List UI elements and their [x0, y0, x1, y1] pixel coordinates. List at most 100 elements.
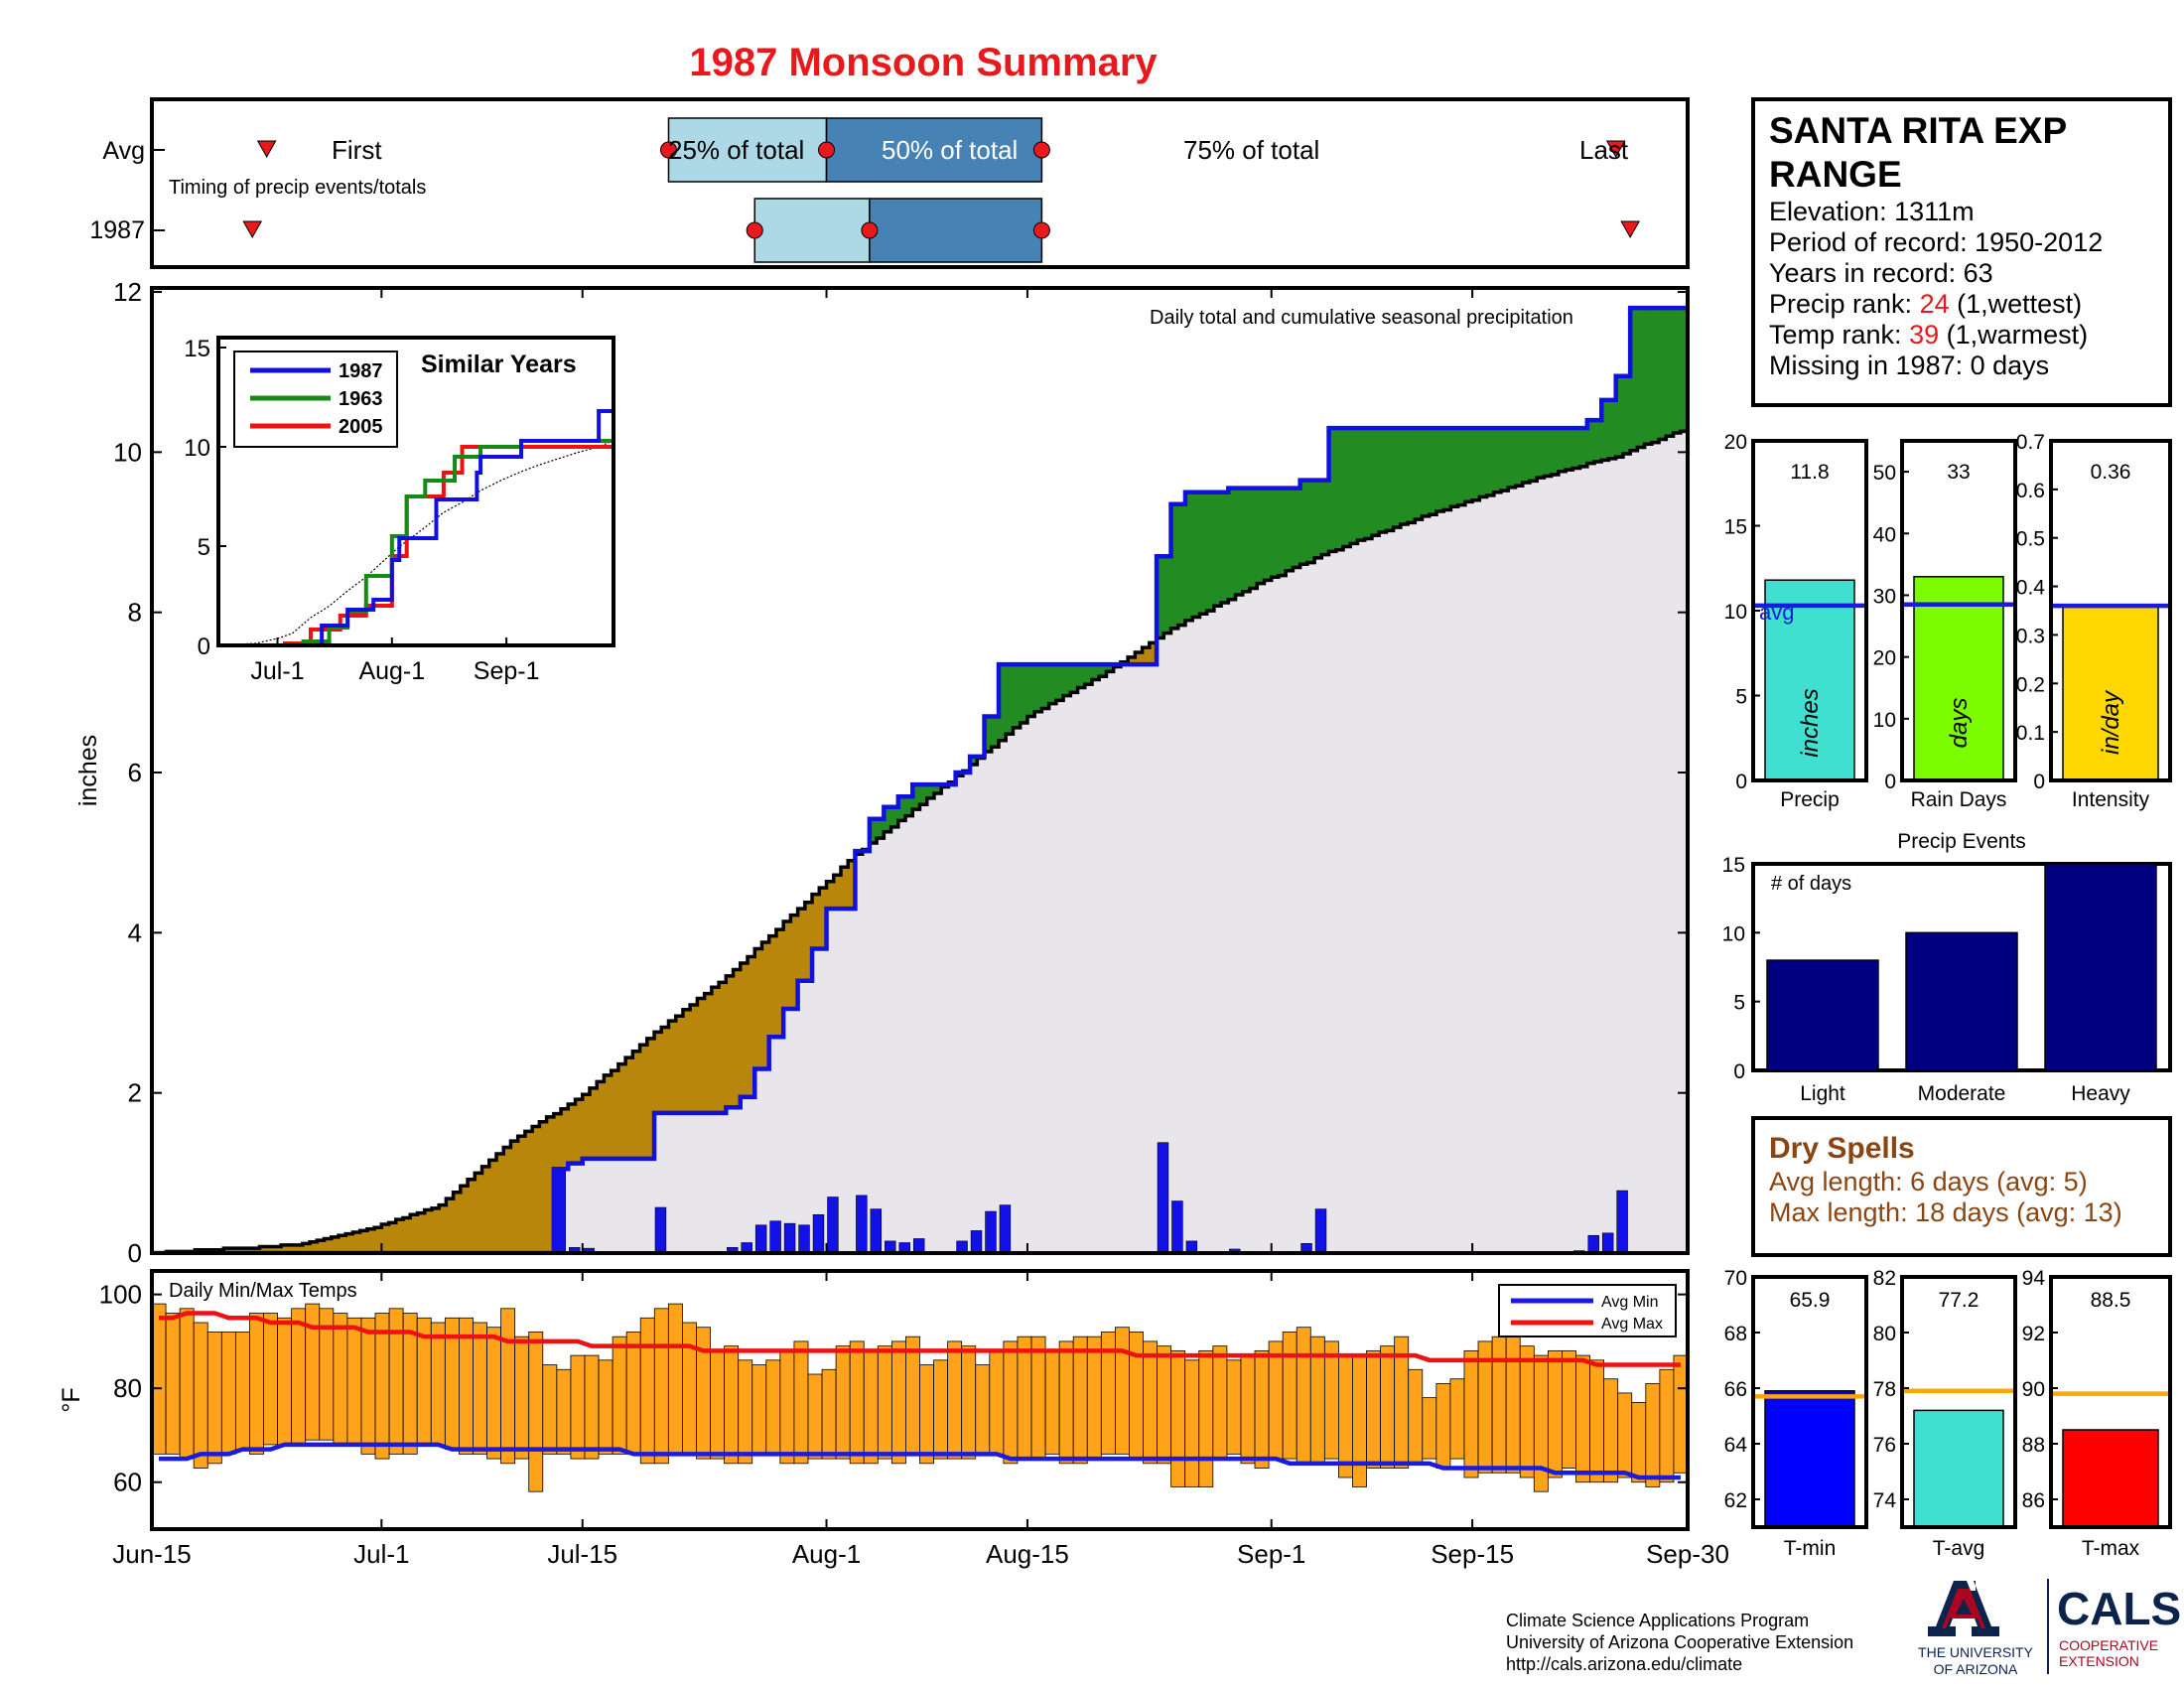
surplus-fill — [1055, 664, 1064, 701]
surplus-fill — [1020, 664, 1028, 724]
deficit-fill — [840, 867, 849, 910]
deficit-fill — [295, 1244, 304, 1253]
daily-temp-bar — [877, 1345, 892, 1460]
deficit-fill — [310, 1241, 318, 1253]
temp-summary-label: T-max — [2082, 1537, 2140, 1560]
temp-summary-ytick-label: 86 — [2022, 1489, 2045, 1512]
daily-precip-bar — [1171, 1200, 1183, 1253]
deficit-fill — [561, 1108, 569, 1170]
main-y-axis: 0 2 4 6 8 10 12 — [113, 277, 1688, 1268]
deficit-fill — [546, 1116, 555, 1253]
precip-events-plot: Light Moderate Heavy 0 5 10 15 — [1722, 854, 2157, 1105]
surplus-fill — [897, 796, 906, 821]
main-ytick-label: 10 — [113, 437, 142, 467]
surplus-fill — [1435, 428, 1444, 512]
date-tick-label: Aug-1 — [792, 1539, 861, 1569]
deficit-fill — [273, 1246, 282, 1253]
inset-legend-2005: 2005 — [339, 416, 383, 438]
precip-events-title: Precip Events — [1897, 830, 2026, 853]
daily-temp-bar — [430, 1322, 446, 1446]
date-tick-label: Jun-15 — [112, 1539, 192, 1569]
temp-summary-ytick-label: 68 — [1724, 1323, 1747, 1345]
temp-chart: 60 80 100 Daily Min/Max Temps °F Avg Min A… — [58, 1269, 1690, 1531]
temp-legend-box — [1498, 1284, 1677, 1337]
main-ytick-label: 0 — [128, 1238, 142, 1268]
event-category-label: Light — [1800, 1082, 1845, 1105]
block-a-logo-inner — [1942, 1589, 1985, 1628]
summary-ytick-label: 10 — [1724, 601, 1747, 624]
surplus-fill — [1429, 428, 1437, 515]
deficit-fill — [223, 1248, 232, 1253]
surplus-fill — [970, 756, 978, 765]
main-precip-chart: 0 2 4 6 8 10 12 Daily total and cumulative sea… — [74, 277, 1690, 1268]
temp-summary-bar-tmax — [2062, 1429, 2159, 1528]
station-missing: Missing in 1987: 0 days — [1769, 351, 2049, 380]
surplus-fill — [1508, 428, 1517, 488]
daily-temp-bar — [1044, 1349, 1060, 1455]
deficit-fill — [503, 1147, 512, 1253]
deficit-fill — [460, 1186, 469, 1253]
deficit-fill — [625, 1057, 633, 1159]
summary-ytick-label: 30 — [1873, 585, 1896, 608]
surplus-fill — [912, 784, 921, 810]
surplus-fill — [1544, 428, 1553, 477]
inset-legend-1987: 1987 — [339, 360, 383, 382]
summary-ytick-label: 0.4 — [2016, 577, 2046, 600]
date-tick-label: Sep-30 — [1646, 1539, 1729, 1569]
daily-precip-bar — [754, 1224, 767, 1253]
daily-temp-bar — [667, 1303, 683, 1455]
daily-temp-bar — [710, 1349, 726, 1460]
daily-temp-bar — [1617, 1392, 1633, 1478]
daily-temp-bar — [249, 1313, 264, 1455]
event-category-label: Moderate — [1918, 1082, 2006, 1105]
inset-xtick-label: Jul-1 — [250, 657, 304, 685]
daily-precip-bar — [783, 1222, 796, 1253]
surplus-fill — [1293, 488, 1301, 568]
event-bar-light — [1766, 959, 1879, 1071]
surplus-fill — [1013, 664, 1022, 728]
deficit-fill — [661, 1027, 670, 1113]
main-ylabel: inches — [74, 735, 102, 806]
main-plot-area — [154, 290, 1686, 1253]
daily-temp-bar — [1143, 1340, 1158, 1465]
deficit-fill — [446, 1198, 455, 1253]
deficit-fill — [395, 1219, 404, 1253]
timing-marker-dot — [746, 221, 763, 239]
summary-label-intensity: Intensity — [2072, 788, 2150, 811]
surplus-fill — [1235, 488, 1244, 595]
surplus-fill — [984, 716, 993, 753]
station-info-frame — [1751, 97, 2172, 407]
summary-ytick-label: 0.3 — [2016, 625, 2045, 647]
station-info-panel: SANTA RITA EXP RANGE Elevation: 1311m Pe… — [1751, 97, 2172, 407]
daily-precip-bar — [769, 1220, 781, 1253]
footer-line-2: University of Arizona Cooperative Extens… — [1506, 1632, 1853, 1652]
date-tick-label: Sep-1 — [1237, 1539, 1305, 1569]
deficit-fill — [338, 1235, 346, 1253]
surplus-fill — [1177, 503, 1186, 626]
surplus-fill — [1622, 375, 1631, 454]
daily-temp-bar — [905, 1336, 920, 1455]
surplus-fill — [877, 818, 885, 839]
deficit-fill — [654, 1032, 662, 1113]
surplus-fill — [1264, 488, 1273, 581]
daily-temp-bar — [1226, 1359, 1242, 1455]
deficit-fill — [589, 1087, 598, 1159]
timing-box-50-75 — [825, 117, 1043, 183]
deficit-fill — [281, 1244, 289, 1253]
surplus-fill — [1393, 428, 1402, 528]
surplus-fill — [1522, 428, 1531, 484]
inset-title: Similar Years — [421, 351, 577, 378]
daily-temp-bar — [1673, 1354, 1686, 1474]
temp-plot-area — [154, 1303, 1686, 1492]
daily-temp-bar — [1659, 1368, 1675, 1483]
daily-temp-bar — [263, 1313, 278, 1446]
daily-temp-bar — [1380, 1345, 1396, 1469]
timing-row-label-avg: Avg — [102, 137, 145, 165]
surplus-fill — [1041, 664, 1050, 709]
temp-ytick-label: 80 — [113, 1373, 142, 1403]
daily-temp-bar — [639, 1317, 655, 1465]
surplus-fill — [1228, 488, 1237, 600]
daily-temp-bar — [682, 1322, 697, 1455]
temp-ytick-label: 100 — [99, 1280, 142, 1310]
